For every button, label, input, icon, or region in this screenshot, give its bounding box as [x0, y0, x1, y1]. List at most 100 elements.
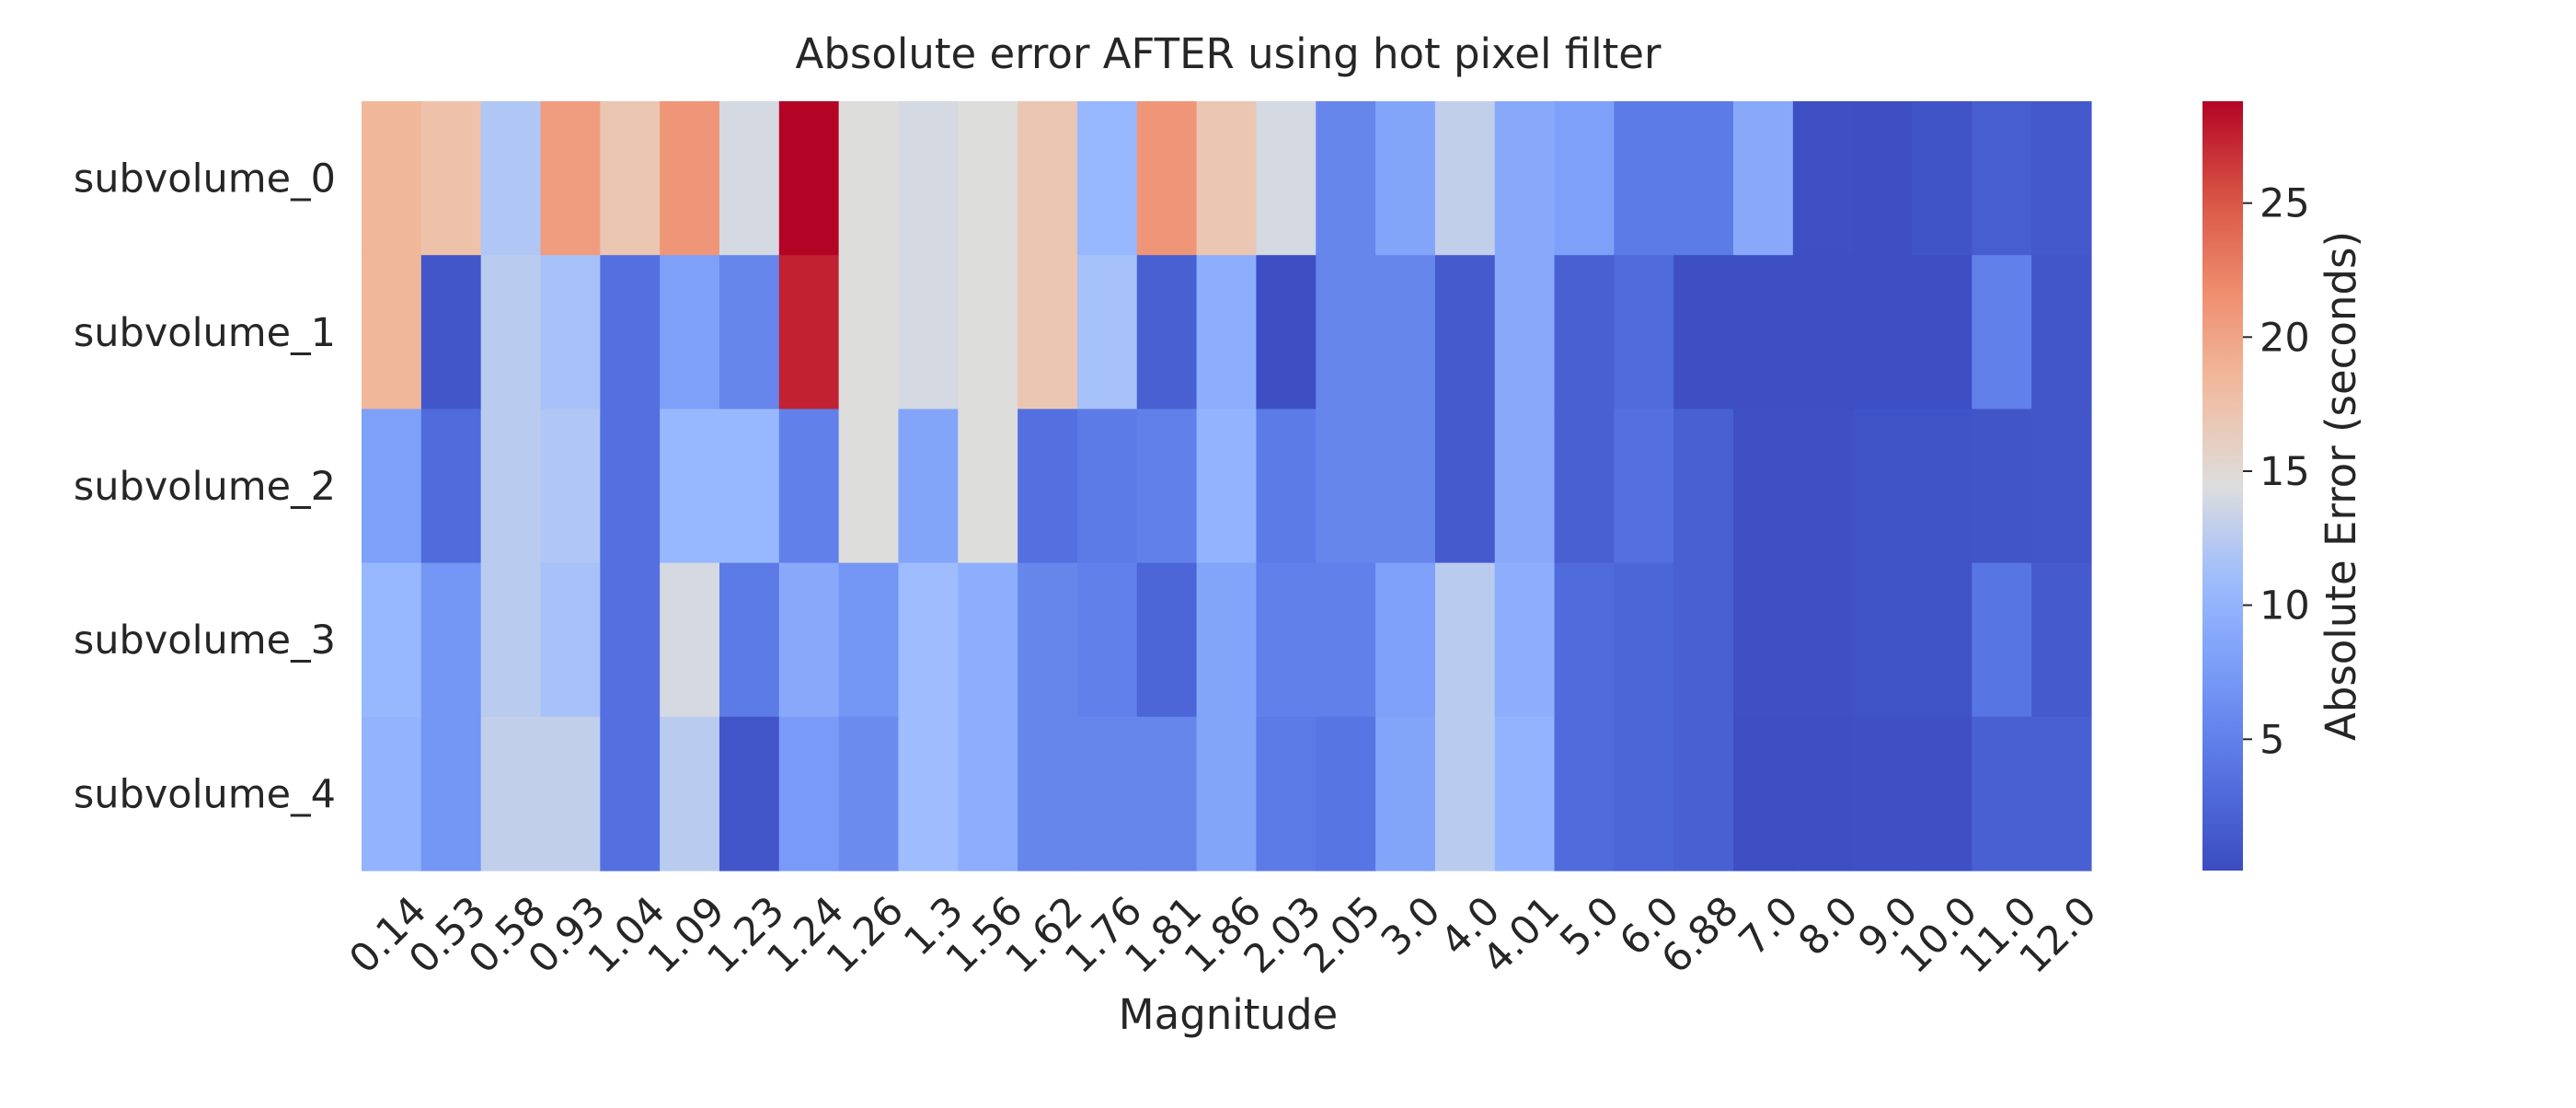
heatmap-cell: [1196, 409, 1258, 564]
heatmap-cell: [1076, 409, 1138, 564]
heatmap-cell: [480, 409, 542, 564]
heatmap-cell: [1375, 716, 1436, 871]
heatmap-cell: [660, 101, 720, 256]
heatmap-cell: [1494, 255, 1556, 410]
heatmap-cell: [362, 716, 422, 871]
heatmap-cell: [1136, 409, 1198, 564]
heatmap-cell: [1614, 101, 1674, 256]
heatmap-cell: [540, 562, 601, 718]
chart-title: Absolute error AFTER using hot pixel fil…: [796, 29, 1662, 78]
heatmap-cell: [1375, 562, 1436, 718]
heatmap-cell: [1792, 562, 1854, 718]
heatmap-cell: [2031, 101, 2092, 256]
heatmap-cell: [1733, 101, 1794, 256]
heatmap-cell: [1018, 562, 1078, 718]
y-tick-label: subvolume_1: [74, 310, 336, 356]
colorbar-ticks: 5 10 15 20 25: [2243, 181, 2310, 763]
heatmap-cell: [1196, 562, 1258, 718]
heatmap-cell: [958, 716, 1018, 871]
heatmap-cell: [1852, 716, 1914, 871]
heatmap-cell: [420, 716, 482, 871]
heatmap-cell: [362, 562, 422, 718]
heatmap-cell: [540, 716, 601, 871]
heatmap-cell: [1494, 562, 1556, 718]
heatmap-cell: [480, 562, 542, 718]
colorbar-tick-label: 15: [2260, 449, 2310, 495]
heatmap-cell: [838, 255, 900, 410]
heatmap-cell: [420, 255, 482, 410]
heatmap-cell: [1972, 255, 2032, 410]
heatmap-cell: [1852, 409, 1914, 564]
heatmap-cell: [1434, 255, 1496, 410]
heatmap-cell: [898, 562, 959, 718]
heatmap-cell: [1554, 716, 1615, 871]
heatmap-cell: [898, 409, 959, 564]
heatmap-cell: [1673, 409, 1734, 564]
heatmap-cell: [1554, 255, 1615, 410]
heatmap-cell: [1434, 409, 1496, 564]
heatmap-cell: [1912, 409, 1972, 564]
heatmap-cell: [778, 101, 840, 256]
heatmap-cell: [1076, 562, 1138, 718]
heatmap-cell: [1136, 716, 1198, 871]
heatmap-cell: [1434, 101, 1496, 256]
colorbar-tick-label: 20: [2260, 315, 2310, 361]
heatmap-cell: [362, 409, 422, 564]
heatmap-cell: [778, 255, 840, 410]
heatmap-cell: [362, 101, 422, 256]
heatmap-cell: [1792, 255, 1854, 410]
heatmap-cell: [1852, 562, 1914, 718]
heatmap-cell: [1316, 562, 1376, 718]
heatmap-cell: [719, 562, 780, 718]
heatmap-cell: [1554, 101, 1615, 256]
heatmap-cell: [1972, 409, 2032, 564]
y-tick-label: subvolume_3: [74, 617, 336, 664]
heatmap-cell: [1256, 409, 1317, 564]
heatmap-cells: [362, 101, 2092, 871]
heatmap-cell: [1972, 716, 2032, 871]
heatmap-cell: [1733, 716, 1794, 871]
heatmap-cell: [1196, 101, 1258, 256]
heatmap-cell: [540, 255, 601, 410]
colorbar-tick-label: 25: [2260, 181, 2310, 227]
y-tick-label: subvolume_2: [74, 464, 336, 510]
heatmap-cell: [1614, 562, 1674, 718]
heatmap-cell: [1434, 716, 1496, 871]
heatmap-cell: [958, 409, 1018, 564]
heatmap-cell: [778, 716, 840, 871]
heatmap-cell: [1494, 101, 1556, 256]
heatmap-cell: [362, 255, 422, 410]
heatmap-cell: [1912, 101, 1972, 256]
heatmap-cell: [1316, 716, 1376, 871]
heatmap-cell: [2031, 716, 2092, 871]
colorbar: [2202, 101, 2243, 871]
heatmap-cell: [898, 255, 959, 410]
heatmap-cell: [1614, 409, 1674, 564]
heatmap-cell: [838, 716, 900, 871]
heatmap-cell: [1076, 255, 1138, 410]
heatmap-cell: [1018, 101, 1078, 256]
heatmap-cell: [1256, 716, 1317, 871]
heatmap-cell: [1673, 562, 1734, 718]
heatmap-cell: [1316, 255, 1376, 410]
y-tick-label: subvolume_4: [74, 771, 336, 817]
heatmap-cell: [1792, 101, 1854, 256]
y-tick-label: subvolume_0: [74, 156, 336, 202]
x-tick-labels: 0.140.530.580.931.041.091.231.241.261.31…: [340, 888, 2105, 983]
heatmap-cell: [1733, 255, 1794, 410]
heatmap-cell: [778, 409, 840, 564]
heatmap-cell: [1912, 716, 1972, 871]
colorbar-label: Absolute Error (seconds): [2317, 231, 2365, 741]
heatmap-cell: [420, 562, 482, 718]
heatmap-cell: [600, 716, 661, 871]
heatmap-cell: [838, 409, 900, 564]
heatmap-cell: [1614, 255, 1674, 410]
heatmap-cell: [1256, 101, 1317, 256]
heatmap-cell: [660, 716, 720, 871]
heatmap-cell: [1494, 716, 1556, 871]
heatmap-cell: [660, 409, 720, 564]
heatmap-cell: [1136, 255, 1198, 410]
heatmap-cell: [2031, 409, 2092, 564]
heatmap-cell: [1136, 101, 1198, 256]
